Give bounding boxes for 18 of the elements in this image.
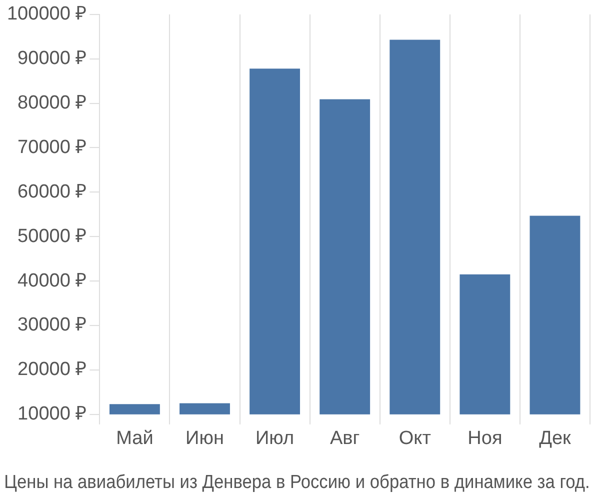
text: Цены на авиабилеты из Денвера в Россию и обратно в динамике за год. xyxy=(4,471,590,492)
y-tick-label: 40000 ₽ xyxy=(18,270,87,292)
x-tick-label: Дек xyxy=(539,428,572,450)
y-tick-label: 90000 ₽ xyxy=(18,48,87,70)
x-tick-label: Июл xyxy=(256,428,294,450)
y-tick-label: 80000 ₽ xyxy=(18,92,87,114)
x-tick-label: Ноя xyxy=(468,428,502,450)
x-tick-label: Май xyxy=(116,428,154,450)
y-tick-label: 60000 ₽ xyxy=(18,181,87,202)
x-tick-label: Окт xyxy=(398,428,432,450)
y-tick-label: 10000 ₽ xyxy=(18,404,87,425)
y-tick-label: 20000 ₽ xyxy=(18,359,87,380)
y-tick-label: 100000 ₽ xyxy=(6,4,87,25)
x-tick-label: Июн xyxy=(186,428,224,450)
y-tick-label: 50000 ₽ xyxy=(18,226,87,247)
y-tick-label: 30000 ₽ xyxy=(18,314,87,336)
x-tick-label: Авг xyxy=(330,428,360,450)
y-tick-label: 70000 ₽ xyxy=(18,136,87,158)
